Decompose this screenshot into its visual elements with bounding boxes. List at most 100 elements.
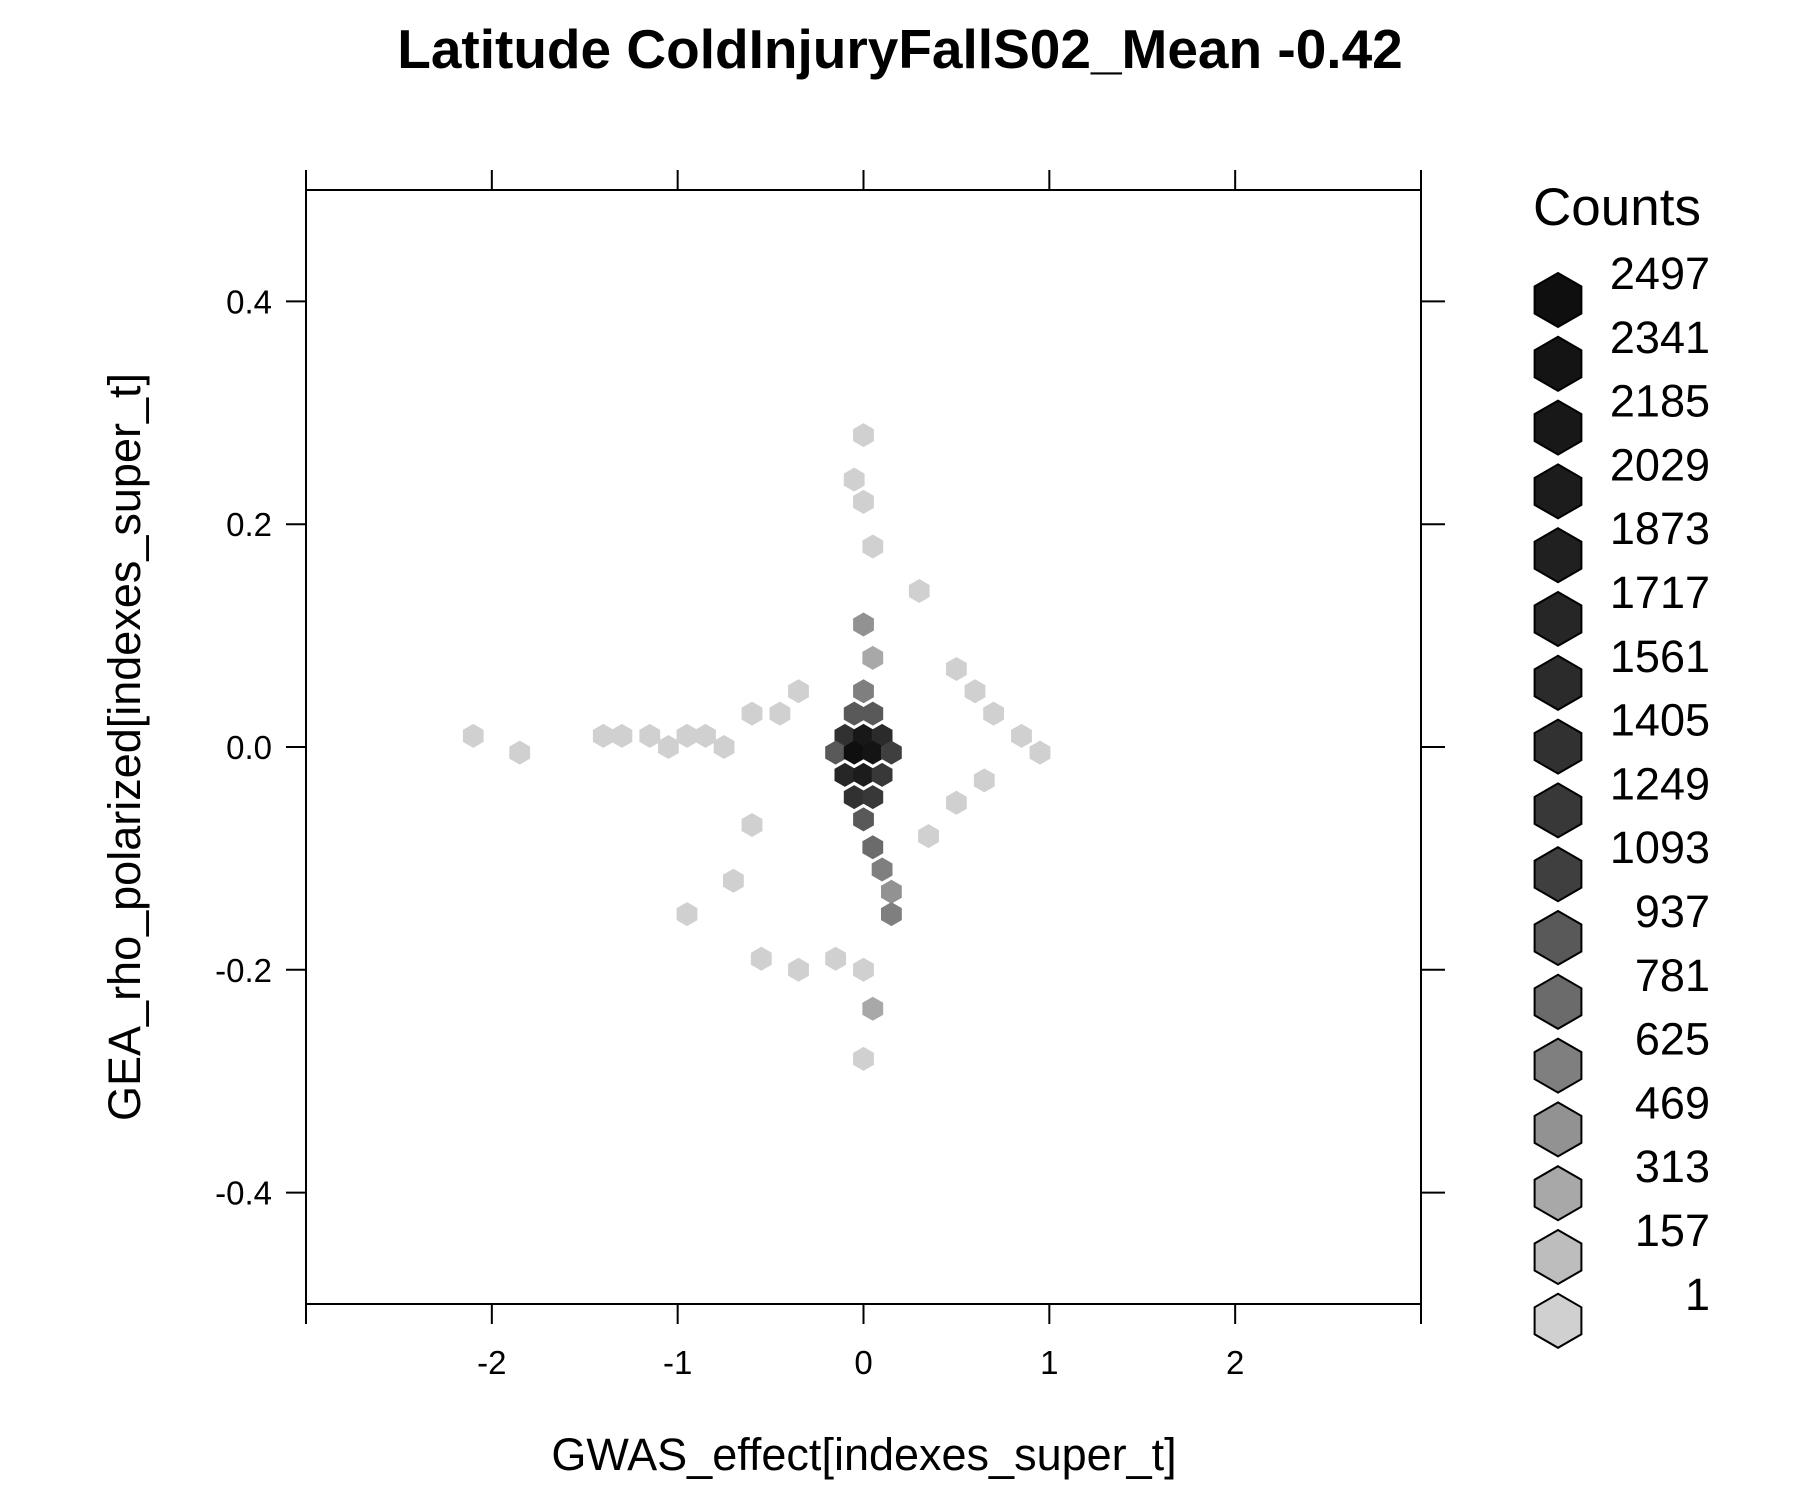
legend-swatch [1533, 1037, 1583, 1094]
hex-cell [853, 489, 874, 514]
legend-swatch [1533, 1165, 1583, 1222]
hex-cell [676, 723, 698, 748]
legend-label: 1249 [1610, 758, 1710, 809]
legend-label: 781 [1635, 950, 1710, 1001]
legend: 2497 2341 2185 2029 1873 1717 1561 1405 1249 1093… [1533, 248, 1710, 1349]
hex-cell [946, 790, 967, 815]
x-axis: -2 -1 0 1 2 [305, 170, 1422, 1381]
hex-cell [853, 762, 874, 787]
hex-cell [1029, 740, 1051, 765]
hex-cell [853, 679, 874, 704]
legend-swatch [1533, 1101, 1583, 1158]
y-axis: -0.4 -0.2 0.0 0.2 0.4 [215, 283, 1445, 1212]
hex-cell [853, 1046, 874, 1071]
hex-cell [918, 824, 939, 849]
legend-label: 1561 [1610, 631, 1710, 682]
y-tick-label: 0.0 [226, 729, 272, 766]
y-tick-label: -0.4 [215, 1175, 272, 1212]
hex-cell [843, 740, 865, 765]
hex-cell [741, 701, 763, 726]
hex-cell [871, 723, 893, 748]
hex-cell [639, 723, 661, 748]
hex-cell [862, 785, 884, 810]
hex-cell [881, 740, 902, 765]
x-tick-label: 0 [854, 1344, 872, 1381]
legend-label: 2185 [1610, 376, 1710, 427]
y-tick-label: 0.2 [226, 506, 272, 543]
hex-cell [462, 723, 484, 748]
hex-cell [881, 879, 902, 904]
legend-label: 1 [1685, 1269, 1710, 1320]
legend-label: 1093 [1610, 822, 1710, 873]
legend-swatch [1533, 335, 1583, 392]
legend-swatch [1533, 1228, 1583, 1286]
x-tick-label: 1 [1040, 1344, 1058, 1381]
legend-swatch [1533, 463, 1583, 520]
hex-cell [769, 701, 791, 726]
hex-cell [983, 701, 1004, 726]
hex-cell [853, 723, 874, 748]
hex-cell [862, 701, 884, 726]
hex-cell [695, 723, 716, 748]
chart-title: Latitude ColdInjuryFallS02_Mean -0.42 [397, 18, 1403, 80]
legend-label: 625 [1635, 1014, 1710, 1065]
hex-cell [853, 612, 874, 637]
hex-cell [509, 740, 531, 765]
legend-swatch [1533, 1292, 1583, 1349]
legend-label: 157 [1635, 1205, 1710, 1256]
legend-swatch [1533, 909, 1583, 967]
hex-cell [843, 785, 865, 810]
legend-label: 2497 [1610, 248, 1710, 299]
legend-swatch [1533, 590, 1583, 648]
hex-cell [611, 723, 633, 748]
legend-swatch [1533, 654, 1583, 711]
x-tick-label: 2 [1226, 1344, 1244, 1381]
hex-cell [676, 902, 698, 927]
hex-cell [825, 740, 846, 765]
hex-cell [862, 835, 884, 860]
legend-label: 1717 [1610, 567, 1710, 618]
legend-label: 469 [1635, 1077, 1710, 1128]
x-tick-label: -2 [477, 1344, 506, 1381]
hex-cell [862, 534, 884, 559]
hex-cell [788, 679, 809, 704]
legend-swatch [1533, 527, 1583, 584]
hex-cell [1011, 723, 1032, 748]
hex-cell [973, 768, 995, 793]
legend-label: 1405 [1610, 695, 1710, 746]
y-tick-label: 0.4 [226, 283, 272, 320]
legend-label: 937 [1635, 886, 1710, 937]
hex-cell [834, 762, 856, 787]
legend-swatch [1533, 718, 1583, 775]
legend-swatch [1533, 846, 1583, 903]
hex-cell [853, 957, 874, 982]
legend-swatch [1533, 973, 1583, 1030]
legend-title: Counts [1533, 178, 1701, 237]
hex-cell [853, 423, 874, 448]
legend-label: 1873 [1610, 503, 1710, 554]
hex-cell [741, 813, 763, 837]
hex-cell [871, 762, 893, 787]
hex-cell [862, 645, 884, 670]
hex-cell [946, 657, 967, 681]
hex-cell [908, 579, 930, 603]
hex-cell [862, 996, 884, 1021]
legend-label: 2341 [1610, 312, 1710, 363]
hex-cell [834, 723, 856, 748]
hex-cell [723, 868, 744, 893]
hex-cell [825, 946, 846, 971]
hex-cell [750, 946, 772, 971]
x-tick-label: -1 [663, 1344, 692, 1381]
hex-cell [964, 679, 986, 704]
hex-cell [843, 467, 865, 492]
hex-cell [871, 857, 893, 882]
hex-cell [853, 807, 874, 832]
x-axis-label: GWAS_effect[indexes_super_t] [551, 1429, 1176, 1480]
hex-cell [658, 735, 679, 759]
hex-cell [843, 701, 865, 726]
legend-label: 2029 [1610, 439, 1710, 490]
legend-swatch [1533, 782, 1583, 839]
y-tick-label: -0.2 [215, 952, 272, 989]
